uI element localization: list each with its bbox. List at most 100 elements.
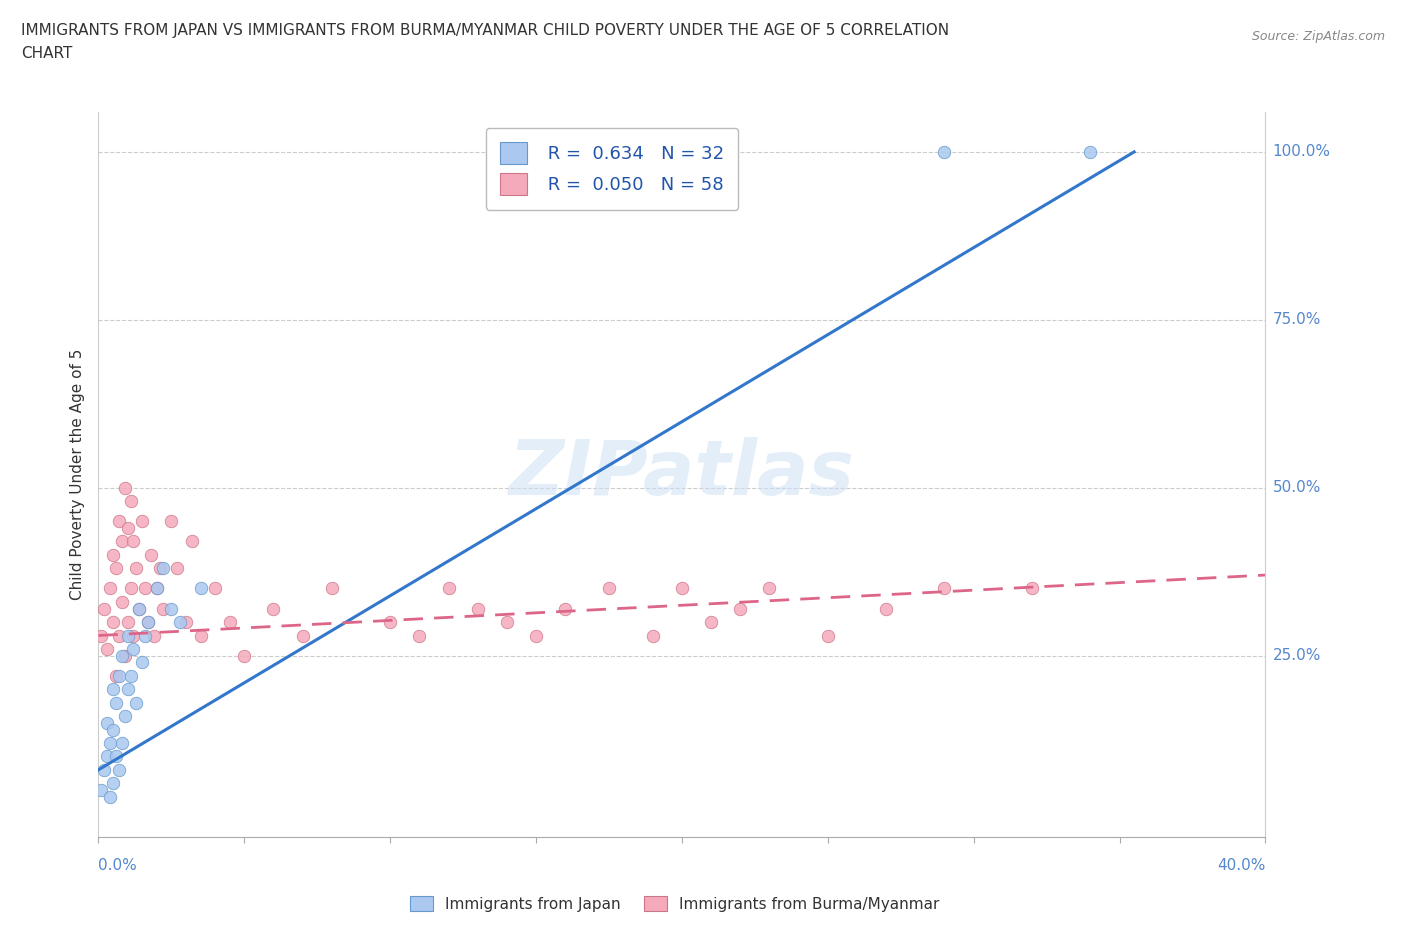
Point bbox=[90, 628, 112, 643]
Point bbox=[817, 628, 839, 643]
Point bbox=[117, 628, 139, 643]
Point bbox=[111, 736, 134, 751]
Point bbox=[96, 749, 118, 764]
Point bbox=[149, 561, 172, 576]
Point bbox=[554, 601, 576, 616]
Point bbox=[122, 642, 145, 657]
Point bbox=[233, 648, 256, 663]
Point bbox=[934, 581, 956, 596]
Point bbox=[108, 628, 131, 643]
Point bbox=[169, 615, 191, 630]
Point bbox=[152, 561, 174, 576]
Point bbox=[111, 594, 134, 609]
Point bbox=[108, 669, 131, 684]
Point bbox=[131, 655, 153, 670]
Point bbox=[93, 763, 115, 777]
Point bbox=[114, 648, 136, 663]
Point bbox=[93, 601, 115, 616]
Point bbox=[174, 615, 197, 630]
Point bbox=[117, 615, 139, 630]
Point bbox=[125, 696, 148, 711]
Point bbox=[218, 615, 240, 630]
Point bbox=[98, 790, 121, 804]
Text: 40.0%: 40.0% bbox=[1218, 857, 1265, 872]
Point bbox=[120, 581, 142, 596]
Point bbox=[495, 615, 517, 630]
Text: 75.0%: 75.0% bbox=[1272, 312, 1320, 327]
Text: 50.0%: 50.0% bbox=[1272, 480, 1320, 496]
Legend: Immigrants from Japan, Immigrants from Burma/Myanmar: Immigrants from Japan, Immigrants from B… bbox=[404, 889, 946, 918]
Point bbox=[524, 628, 547, 643]
Point bbox=[104, 561, 127, 576]
Y-axis label: Child Poverty Under the Age of 5: Child Poverty Under the Age of 5 bbox=[69, 349, 84, 600]
Point bbox=[134, 628, 156, 643]
Point bbox=[128, 601, 150, 616]
Point bbox=[101, 615, 124, 630]
Point bbox=[125, 561, 148, 576]
Point bbox=[180, 534, 202, 549]
Point bbox=[166, 561, 188, 576]
Point bbox=[122, 628, 145, 643]
Point bbox=[101, 776, 124, 790]
Point bbox=[96, 642, 118, 657]
Point bbox=[875, 601, 897, 616]
Point bbox=[114, 480, 136, 495]
Point bbox=[117, 682, 139, 697]
Point bbox=[190, 628, 212, 643]
Point bbox=[408, 628, 430, 643]
Point bbox=[1080, 144, 1102, 159]
Point bbox=[122, 534, 145, 549]
Point bbox=[104, 696, 127, 711]
Point bbox=[160, 601, 183, 616]
Point bbox=[758, 581, 780, 596]
Point bbox=[120, 669, 142, 684]
Point bbox=[641, 628, 664, 643]
Point bbox=[598, 581, 620, 596]
Point bbox=[108, 763, 131, 777]
Point bbox=[378, 615, 402, 630]
Point bbox=[136, 615, 159, 630]
Point bbox=[98, 736, 121, 751]
Point bbox=[131, 514, 153, 529]
Point bbox=[111, 648, 134, 663]
Point bbox=[98, 581, 121, 596]
Point bbox=[128, 601, 150, 616]
Text: 0.0%: 0.0% bbox=[98, 857, 138, 872]
Text: 100.0%: 100.0% bbox=[1272, 144, 1330, 159]
Point bbox=[934, 144, 956, 159]
Point bbox=[437, 581, 460, 596]
Point bbox=[104, 749, 127, 764]
Point bbox=[136, 615, 159, 630]
Text: IMMIGRANTS FROM JAPAN VS IMMIGRANTS FROM BURMA/MYANMAR CHILD POVERTY UNDER THE A: IMMIGRANTS FROM JAPAN VS IMMIGRANTS FROM… bbox=[21, 23, 949, 38]
Text: Source: ZipAtlas.com: Source: ZipAtlas.com bbox=[1251, 30, 1385, 43]
Point bbox=[160, 514, 183, 529]
Point bbox=[1021, 581, 1043, 596]
Text: 25.0%: 25.0% bbox=[1272, 648, 1320, 663]
Point bbox=[146, 581, 169, 596]
Point bbox=[90, 782, 112, 797]
Point bbox=[142, 628, 165, 643]
Point bbox=[114, 709, 136, 724]
Point bbox=[104, 669, 127, 684]
Point bbox=[101, 682, 124, 697]
Point bbox=[101, 722, 124, 737]
Point bbox=[291, 628, 314, 643]
Point bbox=[96, 715, 118, 730]
Point bbox=[321, 581, 343, 596]
Point bbox=[190, 581, 212, 596]
Point bbox=[146, 581, 169, 596]
Point bbox=[101, 548, 124, 563]
Point bbox=[117, 521, 139, 536]
Point bbox=[134, 581, 156, 596]
Point bbox=[120, 494, 142, 509]
Point bbox=[108, 514, 131, 529]
Legend:  R =  0.634   N = 32,  R =  0.050   N = 58: R = 0.634 N = 32, R = 0.050 N = 58 bbox=[485, 128, 738, 210]
Point bbox=[700, 615, 723, 630]
Text: CHART: CHART bbox=[21, 46, 73, 61]
Point bbox=[262, 601, 284, 616]
Point bbox=[671, 581, 693, 596]
Text: ZIPatlas: ZIPatlas bbox=[509, 437, 855, 512]
Point bbox=[111, 534, 134, 549]
Point bbox=[204, 581, 226, 596]
Point bbox=[728, 601, 751, 616]
